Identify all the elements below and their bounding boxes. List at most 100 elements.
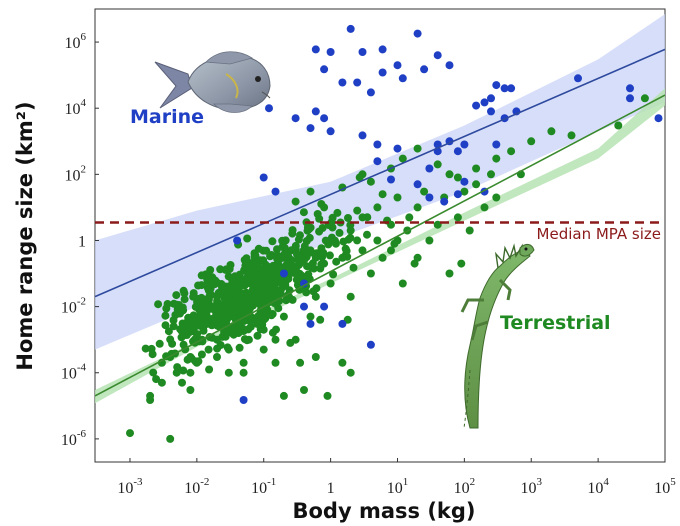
marine-point: [413, 29, 422, 38]
terrestrial-point: [318, 224, 327, 232]
terrestrial-point: [326, 279, 335, 288]
terrestrial-point: [178, 319, 187, 328]
terrestrial-point: [325, 251, 334, 260]
terrestrial-point: [465, 226, 474, 235]
marine-point: [492, 140, 501, 149]
terrestrial-point: [259, 325, 268, 334]
terrestrial-point: [329, 270, 338, 279]
terrestrial-point: [186, 353, 195, 361]
marine-point: [358, 131, 367, 140]
terrestrial-point: [239, 358, 248, 367]
terrestrial-point: [205, 273, 213, 282]
x-tick-label: 10-3: [117, 476, 143, 497]
terrestrial-point: [219, 319, 228, 328]
marine-point: [373, 157, 382, 166]
marine-point: [472, 101, 481, 110]
marine-point: [311, 107, 320, 116]
y-tick-label: 10-6: [61, 428, 87, 449]
marine-point: [453, 147, 462, 156]
terrestrial-point: [149, 368, 158, 377]
terrestrial-point: [243, 291, 252, 300]
terrestrial-point: [614, 121, 623, 130]
terrestrial-point: [204, 345, 213, 354]
terrestrial-point: [147, 344, 156, 353]
terrestrial-point: [433, 220, 442, 229]
terrestrial-point: [273, 273, 282, 282]
x-tick-label: 1: [327, 480, 335, 497]
marine-point: [626, 84, 634, 93]
marine-point: [492, 81, 501, 90]
terrestrial-point: [206, 284, 215, 293]
marine-point: [460, 177, 469, 186]
terrestrial-point: [358, 213, 367, 222]
terrestrial-point: [212, 278, 221, 287]
terrestrial-point: [393, 193, 402, 202]
terrestrial-point: [306, 246, 315, 255]
x-tick-label: 10-1: [251, 476, 276, 497]
regression-lines: [95, 48, 665, 397]
terrestrial-point: [179, 331, 188, 340]
terrestrial-point: [168, 339, 177, 348]
terrestrial-point: [244, 264, 253, 273]
terrestrial-point: [260, 315, 268, 324]
terrestrial-point: [205, 292, 214, 300]
terrestrial-point: [141, 344, 150, 353]
marine-point: [291, 114, 300, 123]
terrestrial-point: [507, 147, 516, 156]
marine-point: [320, 302, 329, 311]
marine-point: [487, 107, 495, 116]
terrestrial-point: [292, 275, 301, 284]
terrestrial-point: [279, 391, 288, 400]
terrestrial-point: [328, 213, 337, 222]
y-tick-label: 102: [65, 163, 87, 184]
marine-point: [440, 197, 449, 206]
terrestrial-point: [333, 208, 342, 217]
terrestrial-point: [179, 340, 188, 349]
terrestrial-point: [398, 154, 407, 163]
terrestrial-point: [268, 237, 277, 246]
terrestrial-point: [316, 247, 325, 256]
terrestrial-point: [239, 368, 248, 377]
terrestrial-point: [433, 160, 442, 169]
terrestrial-point: [233, 285, 242, 294]
terrestrial-point: [332, 257, 341, 266]
terrestrial-point: [179, 306, 188, 315]
terrestrial-point: [178, 378, 186, 387]
terrestrial-point: [228, 300, 237, 309]
terrestrial-point: [288, 261, 297, 270]
y-axis-title: Home range size (km²): [13, 101, 37, 370]
terrestrial-point: [233, 273, 242, 282]
terrestrial-point: [298, 257, 307, 266]
terrestrial-point: [278, 236, 287, 245]
y-tick-label: 10-4: [61, 362, 87, 383]
marine-point: [487, 94, 495, 103]
terrestrial-point: [192, 358, 201, 367]
x-axis-title: Body mass (kg): [292, 499, 475, 523]
marine-point: [300, 279, 308, 288]
terrestrial-point: [346, 233, 355, 242]
terrestrial-point: [146, 391, 155, 400]
terrestrial-point: [207, 321, 216, 330]
terrestrial-point: [311, 253, 320, 262]
terrestrial-point: [286, 338, 295, 347]
marine-fish-illustration: [154, 51, 271, 113]
terrestrial-point: [216, 265, 225, 274]
marine-point: [460, 140, 469, 149]
terrestrial-point: [306, 312, 315, 321]
terrestrial-point: [276, 263, 285, 272]
terrestrial-point: [320, 203, 329, 212]
x-tick-label: 10-2: [184, 476, 209, 497]
terrestrial-point: [280, 243, 289, 252]
marine-point: [306, 319, 315, 328]
marine-point: [500, 84, 509, 93]
terrestrial-point: [410, 259, 419, 268]
marine-point: [425, 164, 434, 173]
terrestrial-point: [216, 309, 224, 318]
marine-point: [338, 78, 347, 87]
terrestrial-point: [378, 253, 387, 262]
terrestrial-iguana-illustration: [460, 243, 535, 429]
terrestrial-point: [197, 303, 206, 312]
terrestrial-point: [331, 239, 340, 248]
terrestrial-point: [274, 304, 283, 313]
